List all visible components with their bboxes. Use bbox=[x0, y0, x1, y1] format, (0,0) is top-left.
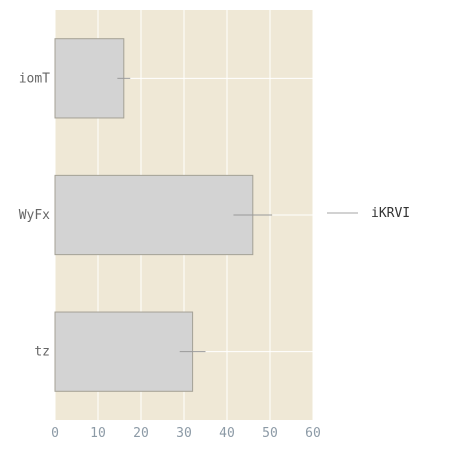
legend-label-iKRVI: iKRVI bbox=[371, 206, 410, 221]
y-tick-label-tz: tz bbox=[34, 345, 50, 360]
bars bbox=[54, 38, 254, 392]
x-tick-label-20: 20 bbox=[133, 426, 149, 441]
y-axis-category-labels: iomT WyFx tz bbox=[19, 71, 50, 359]
x-tick-label-50: 50 bbox=[262, 426, 278, 441]
x-tick-label-10: 10 bbox=[90, 426, 106, 441]
bar-iomT bbox=[54, 38, 125, 119]
x-tick-label-60: 60 bbox=[305, 426, 321, 441]
bar-tz bbox=[54, 311, 194, 392]
error-bars bbox=[117, 77, 273, 353]
x-tick-label-30: 30 bbox=[176, 426, 192, 441]
x-axis-tick-labels: 0 10 20 30 40 50 60 bbox=[51, 426, 321, 441]
y-tick-label-iomT: iomT bbox=[19, 71, 50, 86]
x-tick-label-40: 40 bbox=[219, 426, 235, 441]
bar-WyFx bbox=[54, 174, 254, 256]
y-tick-label-WyFx: WyFx bbox=[19, 208, 50, 223]
x-tick-label-0: 0 bbox=[51, 426, 59, 441]
legend: iKRVI bbox=[327, 206, 410, 221]
